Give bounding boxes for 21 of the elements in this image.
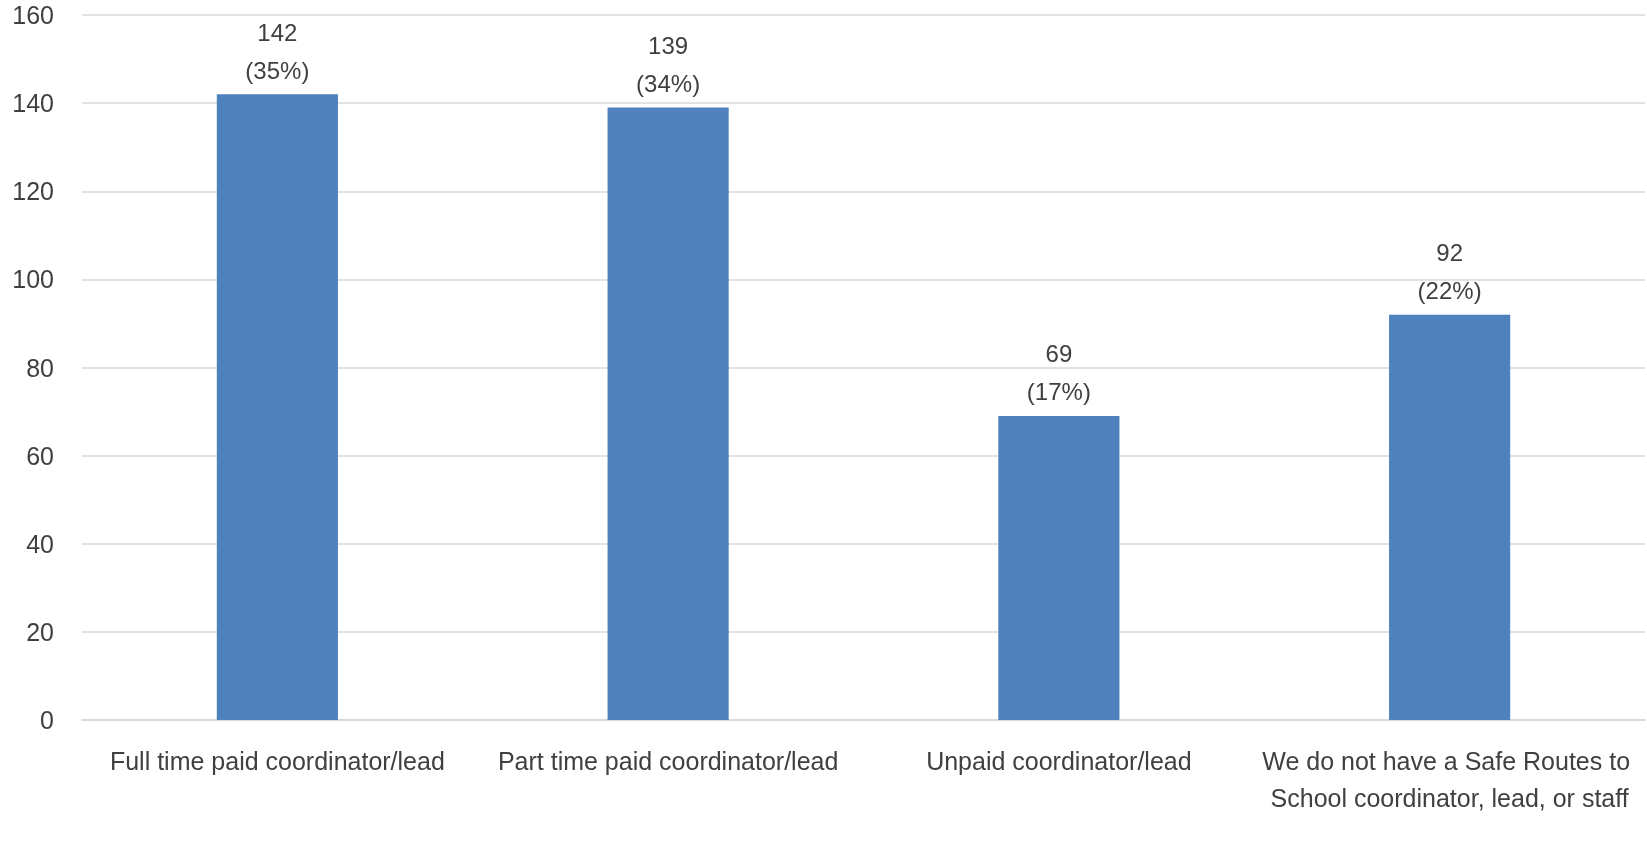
data-label: 69 (17%) xyxy=(1026,340,1091,406)
y-tick-label: 80 xyxy=(26,353,54,382)
y-tick-label: 140 xyxy=(12,89,54,118)
x-tick-label: We do not have a Safe Routes to School coordinator, lead, or staff xyxy=(1262,746,1638,812)
y-tick-label: 20 xyxy=(26,617,54,646)
data-label: 92 (22%) xyxy=(1417,239,1482,305)
y-tick-label: 160 xyxy=(12,1,54,29)
y-tick-label: 0 xyxy=(40,706,54,734)
x-tick-label: Part time paid coordinator/lead xyxy=(497,746,839,775)
y-tick-label: 100 xyxy=(12,265,54,294)
bar xyxy=(607,107,729,720)
bar xyxy=(216,94,338,720)
bar xyxy=(998,415,1120,720)
y-tick-label: 120 xyxy=(12,177,54,206)
y-tick-label: 40 xyxy=(26,529,54,558)
x-tick-label: Full time paid coordinator/lead xyxy=(109,746,445,775)
x-tick-label: Unpaid coordinator/lead xyxy=(926,746,1192,775)
data-label: 142 (35%) xyxy=(245,18,310,84)
bar xyxy=(1389,314,1511,720)
data-label: 139 (34%) xyxy=(636,32,701,98)
y-tick-label: 60 xyxy=(26,441,54,470)
